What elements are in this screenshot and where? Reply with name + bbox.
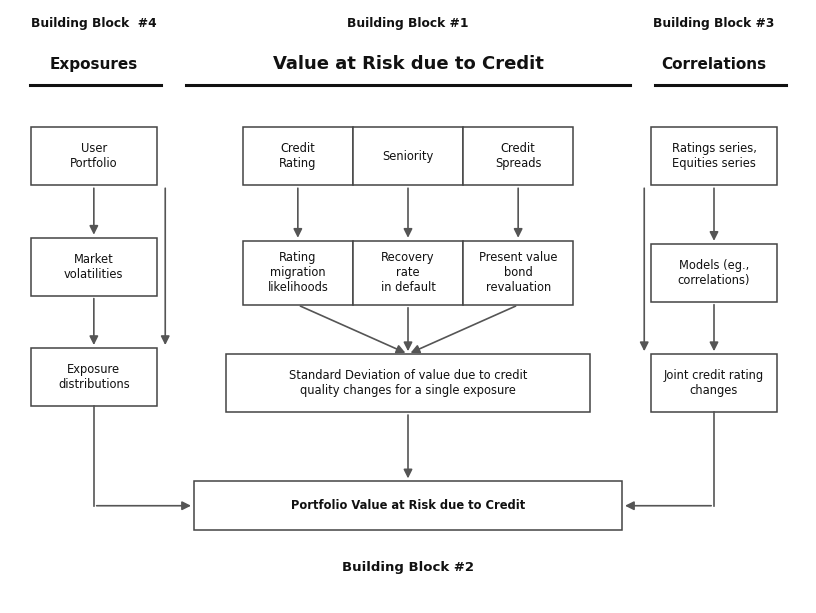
Text: Building Block #1: Building Block #1 [348,17,468,30]
Text: Exposure
distributions: Exposure distributions [58,363,130,391]
FancyBboxPatch shape [194,481,622,530]
Text: Portfolio Value at Risk due to Credit: Portfolio Value at Risk due to Credit [290,499,526,512]
Text: Correlations: Correlations [662,57,766,72]
Text: Recovery
rate
in default: Recovery rate in default [380,251,436,294]
FancyBboxPatch shape [651,244,777,302]
Text: Credit
Spreads: Credit Spreads [495,142,541,170]
FancyBboxPatch shape [31,128,157,186]
FancyBboxPatch shape [31,348,157,406]
Text: Ratings series,
Equities series: Ratings series, Equities series [672,142,756,170]
FancyBboxPatch shape [651,128,777,186]
Text: User
Portfolio: User Portfolio [70,142,118,170]
FancyBboxPatch shape [463,128,573,186]
Text: Rating
migration
likelihoods: Rating migration likelihoods [268,251,328,294]
Text: Seniority: Seniority [383,150,433,163]
Text: Standard Deviation of value due to credit
quality changes for a single exposure: Standard Deviation of value due to credi… [289,369,527,397]
Text: Building Block  #4: Building Block #4 [31,17,157,30]
FancyBboxPatch shape [31,238,157,296]
FancyBboxPatch shape [243,240,353,305]
FancyBboxPatch shape [463,240,573,305]
Text: Value at Risk due to Credit: Value at Risk due to Credit [273,55,543,74]
Text: Models (eg.,
correlations): Models (eg., correlations) [678,259,750,287]
FancyBboxPatch shape [353,128,463,186]
FancyBboxPatch shape [243,128,353,186]
Text: Present value
bond
revaluation: Present value bond revaluation [479,251,557,294]
Text: Building Block #3: Building Block #3 [654,17,774,30]
Text: Market
volatilities: Market volatilities [64,253,123,281]
FancyBboxPatch shape [353,240,463,305]
FancyBboxPatch shape [651,354,777,413]
Text: Building Block #2: Building Block #2 [342,560,474,574]
FancyBboxPatch shape [226,354,589,413]
Text: Joint credit rating
changes: Joint credit rating changes [664,369,764,397]
Text: Credit
Rating: Credit Rating [279,142,317,170]
Text: Exposures: Exposures [50,57,138,72]
